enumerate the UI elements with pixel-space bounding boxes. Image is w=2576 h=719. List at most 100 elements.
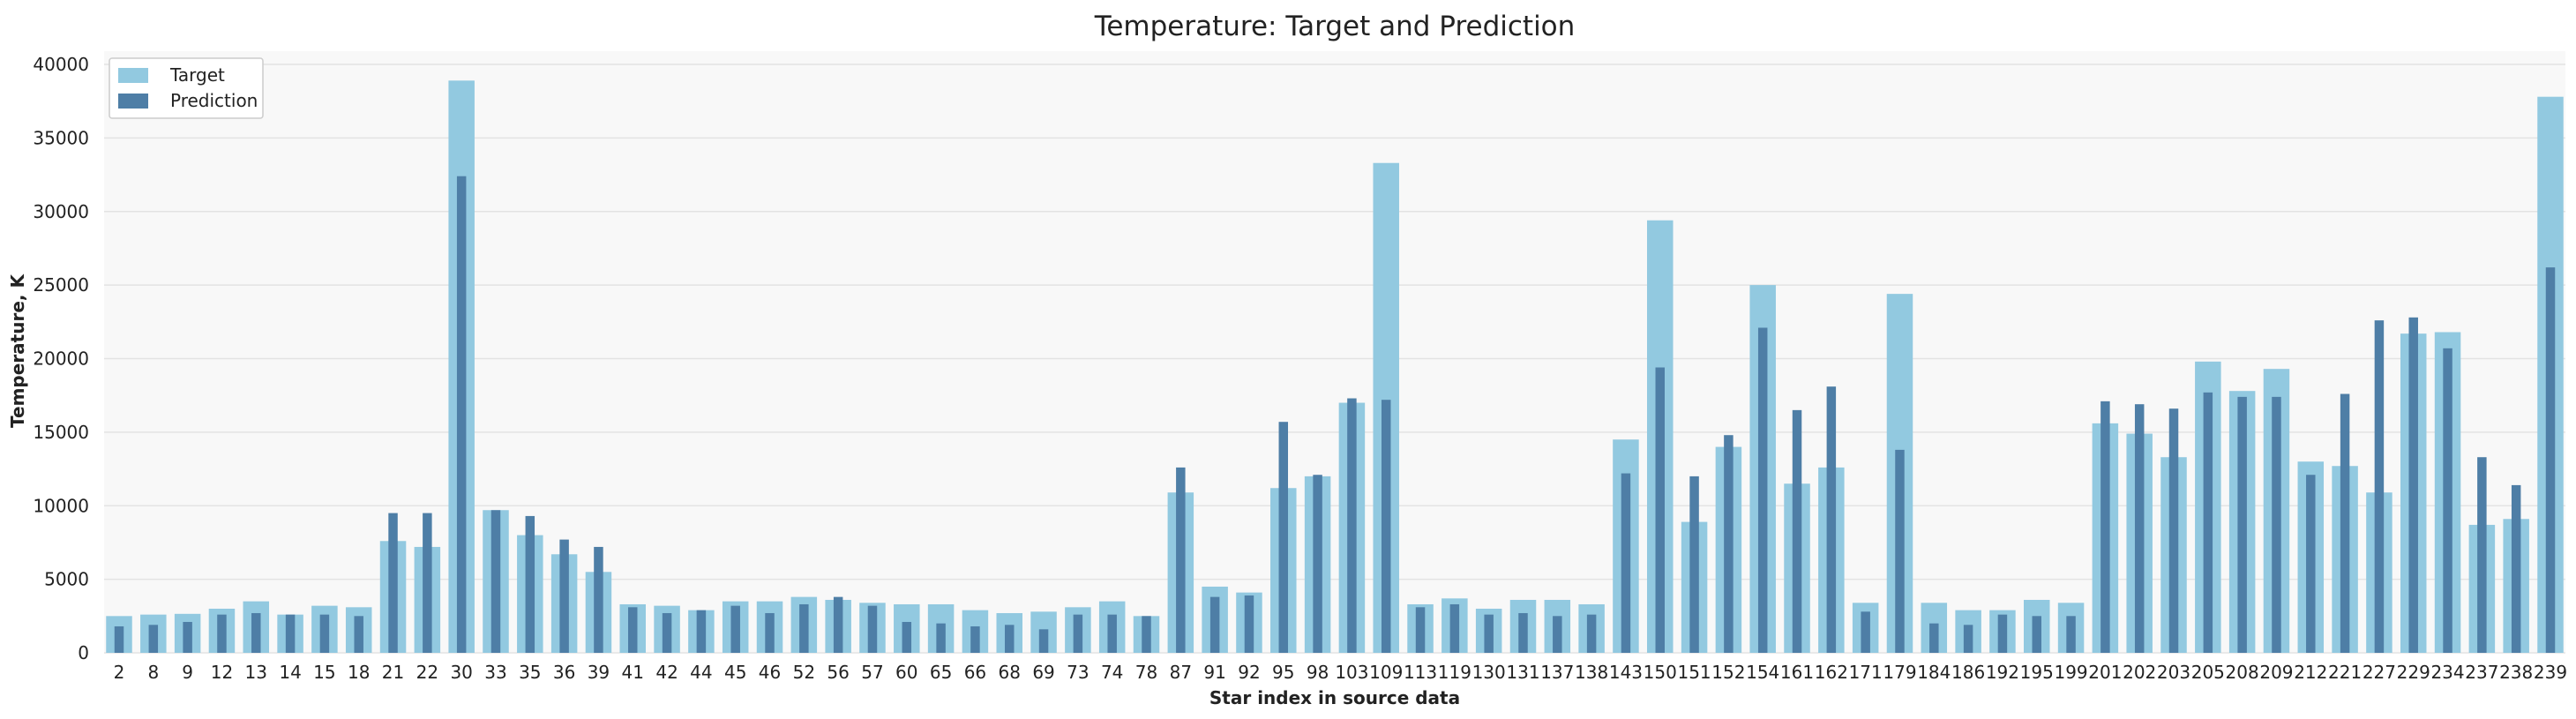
legend-swatch-target — [118, 68, 148, 83]
x-tick-label: 109 — [1369, 662, 1403, 683]
bar-prediction — [2340, 393, 2350, 653]
bar-prediction — [1553, 616, 1562, 653]
x-tick-label: 57 — [861, 662, 883, 683]
x-tick-label: 95 — [1272, 662, 1294, 683]
x-tick-label: 30 — [450, 662, 472, 683]
x-tick-label: 237 — [2465, 662, 2498, 683]
x-tick-label: 113 — [1404, 662, 1437, 683]
x-tick-label: 15 — [313, 662, 335, 683]
bar-prediction — [730, 605, 740, 653]
x-tick-label: 22 — [416, 662, 438, 683]
bar-prediction — [594, 546, 603, 653]
chart-title: Temperature: Target and Prediction — [1094, 11, 1576, 42]
x-tick-label: 56 — [827, 662, 849, 683]
x-tick-label: 150 — [1644, 662, 1677, 683]
y-tick-label: 35000 — [33, 127, 89, 148]
x-tick-label: 203 — [2157, 662, 2190, 683]
y-tick-label: 30000 — [33, 201, 89, 222]
bar-prediction — [183, 621, 192, 653]
x-tick-label: 238 — [2499, 662, 2533, 683]
bar-prediction — [217, 614, 227, 653]
bar-prediction — [1997, 614, 2008, 653]
x-tick-label: 2 — [114, 662, 125, 683]
x-tick-label: 192 — [1986, 662, 2019, 683]
x-tick-label: 60 — [895, 662, 917, 683]
x-tick-label: 179 — [1883, 662, 1916, 683]
bar-prediction — [1929, 623, 1939, 653]
bar-prediction — [1209, 596, 1220, 653]
grid-lines — [104, 64, 2565, 654]
bar-prediction — [799, 603, 809, 653]
bars — [106, 80, 2564, 654]
x-tick-label: 137 — [1540, 662, 1574, 683]
bar-prediction — [867, 605, 878, 653]
x-tick-label: 87 — [1170, 662, 1192, 683]
bar-prediction — [1895, 449, 1905, 653]
bar-prediction — [2545, 267, 2556, 653]
bar-prediction — [2443, 348, 2452, 653]
y-tick-label: 5000 — [44, 569, 89, 590]
x-tick-label: 103 — [1335, 662, 1368, 683]
x-tick-label: 152 — [1711, 662, 1745, 683]
bar-prediction — [1004, 625, 1015, 653]
legend-label-prediction: Prediction — [170, 90, 258, 111]
x-tick-label: 199 — [2054, 662, 2087, 683]
bar-prediction — [1963, 625, 1973, 653]
bar-prediction — [525, 515, 535, 653]
x-tick-label: 130 — [1472, 662, 1506, 683]
bar-prediction — [1861, 611, 1870, 653]
bar-prediction — [1415, 607, 1426, 653]
x-tick-label: 12 — [211, 662, 233, 683]
y-tick-label: 0 — [78, 642, 89, 663]
bar-prediction — [2272, 396, 2281, 653]
bar-prediction — [148, 625, 159, 653]
x-tick-label: 234 — [2430, 662, 2464, 683]
legend: Target Prediction — [109, 57, 264, 119]
bar-prediction — [354, 616, 363, 653]
y-tick-label: 20000 — [33, 348, 89, 370]
bar-prediction — [833, 596, 843, 653]
bar-prediction — [1826, 386, 1837, 653]
bar-prediction — [1792, 409, 1802, 653]
x-tick-label: 74 — [1101, 662, 1123, 683]
y-tick-label: 25000 — [33, 274, 89, 296]
x-tick-label: 41 — [622, 662, 644, 683]
x-tick-label: 21 — [382, 662, 404, 683]
bar-prediction — [2511, 484, 2521, 653]
x-axis-ticks: 2 8 9 12 13 14 15 18 21 22 30 33 35 36 39 41 42 44 45 46 52 5… — [114, 662, 2567, 683]
x-tick-label: 42 — [655, 662, 678, 683]
x-tick-label: 151 — [1677, 662, 1711, 683]
x-axis-label: Star index in source data — [1209, 687, 1460, 708]
x-tick-label: 46 — [759, 662, 781, 683]
x-tick-label: 91 — [1203, 662, 1225, 683]
bar-prediction — [1278, 422, 1289, 653]
x-tick-label: 39 — [588, 662, 610, 683]
x-tick-label: 18 — [348, 662, 370, 683]
x-tick-label: 33 — [484, 662, 506, 683]
bar-prediction — [423, 513, 432, 653]
bar-prediction — [456, 176, 467, 654]
x-tick-label: 212 — [2294, 662, 2327, 683]
y-axis-ticks: 0 5000 10000 15000 20000 25000 30000 35000 40000 — [33, 54, 89, 663]
bar-prediction — [114, 625, 124, 653]
legend-label-target: Target — [169, 64, 225, 86]
plot-area — [104, 51, 2565, 653]
y-tick-label: 15000 — [33, 422, 89, 443]
x-tick-label: 73 — [1067, 662, 1089, 683]
x-tick-label: 171 — [1849, 662, 1883, 683]
bar-prediction — [1107, 614, 1117, 653]
bar-prediction — [2168, 408, 2179, 653]
x-tick-label: 205 — [2191, 662, 2225, 683]
x-tick-label: 229 — [2397, 662, 2430, 683]
x-tick-label: 45 — [724, 662, 746, 683]
x-tick-label: 119 — [1438, 662, 1471, 683]
y-axis-label: Temperature, K — [7, 273, 28, 428]
bar-prediction — [1176, 467, 1186, 653]
x-tick-label: 98 — [1307, 662, 1329, 683]
bar-prediction — [662, 612, 672, 653]
bar-prediction — [1655, 367, 1666, 653]
bar-prediction — [1142, 616, 1151, 653]
legend-swatch-prediction — [118, 94, 148, 109]
x-tick-label: 68 — [999, 662, 1021, 683]
